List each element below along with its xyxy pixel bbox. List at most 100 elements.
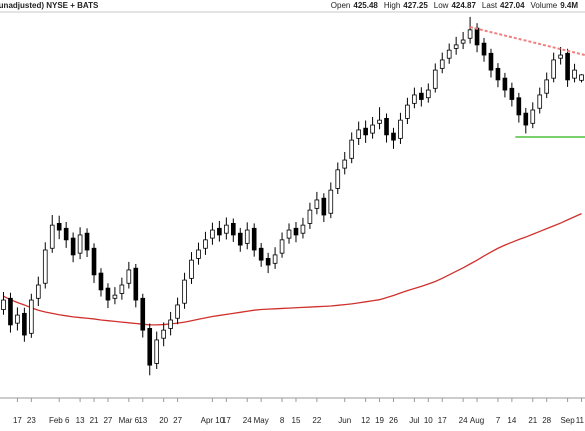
x-tick-label: 28 [542,416,551,425]
stat-label: Last [482,1,498,10]
x-tick-label: 23 [27,416,36,425]
x-tick-label: Apr 10 [201,416,225,425]
candle-body [572,69,577,79]
candle-body [230,222,236,236]
stat-label: Volume [531,1,558,10]
candle-body [502,77,508,91]
x-tick-label: May [254,416,269,425]
candle-body [439,59,445,69]
candle-body [98,272,104,291]
stat-value: 427.25 [403,1,428,10]
candle-body [63,227,69,241]
x-tick-label: 20 [159,416,168,425]
x-tick-label: 17 [13,416,22,425]
candle-body [91,247,97,276]
x-tick-label: 24 [243,416,252,425]
candle-body [168,319,173,329]
stat-label: High [384,1,400,10]
candle-body [370,124,375,134]
stat-label: Open [331,1,351,10]
candle-body [70,237,76,256]
stat-value: 425.48 [353,1,378,10]
candle-body [49,224,55,249]
x-tick-label: 7 [496,416,501,425]
candle-body [203,239,208,249]
candle-body [579,74,584,81]
candle-body [391,132,396,141]
x-tick-label: 8 [280,416,285,425]
candle-body [189,259,194,279]
candle-body [251,227,257,251]
source-note: (unadjusted) NYSE + BATS [0,1,99,10]
candle-body [363,127,368,136]
candle-body [22,312,27,336]
candle-body [105,287,111,301]
candle-body [530,109,536,124]
x-tick-label: 17 [222,416,231,425]
candle-body [349,139,355,159]
candle-body [321,197,327,216]
x-tick-label: Jul [409,416,419,425]
candle-body [272,254,278,264]
candle-body [175,304,180,319]
candle-body [488,52,494,71]
stat-label: Low [434,1,449,10]
x-tick-label: 19 [375,416,384,425]
candle-body [356,129,361,139]
candle-body [147,327,153,366]
candle-body [42,249,48,284]
candle-body [140,297,146,331]
x-tick-label: Feb 6 [49,416,70,425]
candle-body [425,89,431,99]
candle-body [77,234,83,254]
x-tick-label: Sep [560,416,575,425]
moving-average [3,213,582,326]
candle-body [460,39,466,44]
x-tick-label: 21 [528,416,537,425]
candle-body [182,279,187,304]
candle-body [307,209,313,224]
candle-body [516,97,522,116]
candle-body [377,119,382,124]
candle-body [565,52,570,81]
x-tick-label: 17 [438,416,447,425]
candle-body [398,119,403,139]
candle-body [523,112,529,126]
candle-body [244,229,250,244]
candle-body [467,29,473,39]
candle-body [453,44,459,49]
candle-body [56,222,62,231]
candle-body [293,227,299,236]
candle-body [133,267,139,301]
candle-body [314,199,320,209]
candle-body [15,314,20,324]
stat-value: 424.87 [451,1,476,10]
x-tick-label: 22 [312,416,321,425]
x-tick-label: 15 [292,416,301,425]
candle-body [1,299,6,310]
candle-body [279,239,285,254]
candle-body [474,27,480,46]
x-tick-label: 13 [76,416,85,425]
candle-body [286,229,292,239]
candle-body [405,104,410,119]
candle-body [328,189,334,214]
candle-body [419,92,424,100]
candle-body [335,169,341,189]
candle-body [342,159,348,169]
candle-body [384,118,389,136]
x-tick-label: Jun [338,416,351,425]
x-tick-label: 21 [90,416,99,425]
candle-body [537,94,543,109]
candle-body [481,42,487,56]
x-tick-label: 10 [424,416,433,425]
candle-body [8,297,13,326]
x-tick-label: 11 [576,416,585,425]
candle-body [495,67,501,81]
candle-body [551,59,556,79]
candle-body [237,232,243,246]
candle-body [154,339,160,364]
candle-body [544,79,550,94]
candle-body [161,329,166,339]
